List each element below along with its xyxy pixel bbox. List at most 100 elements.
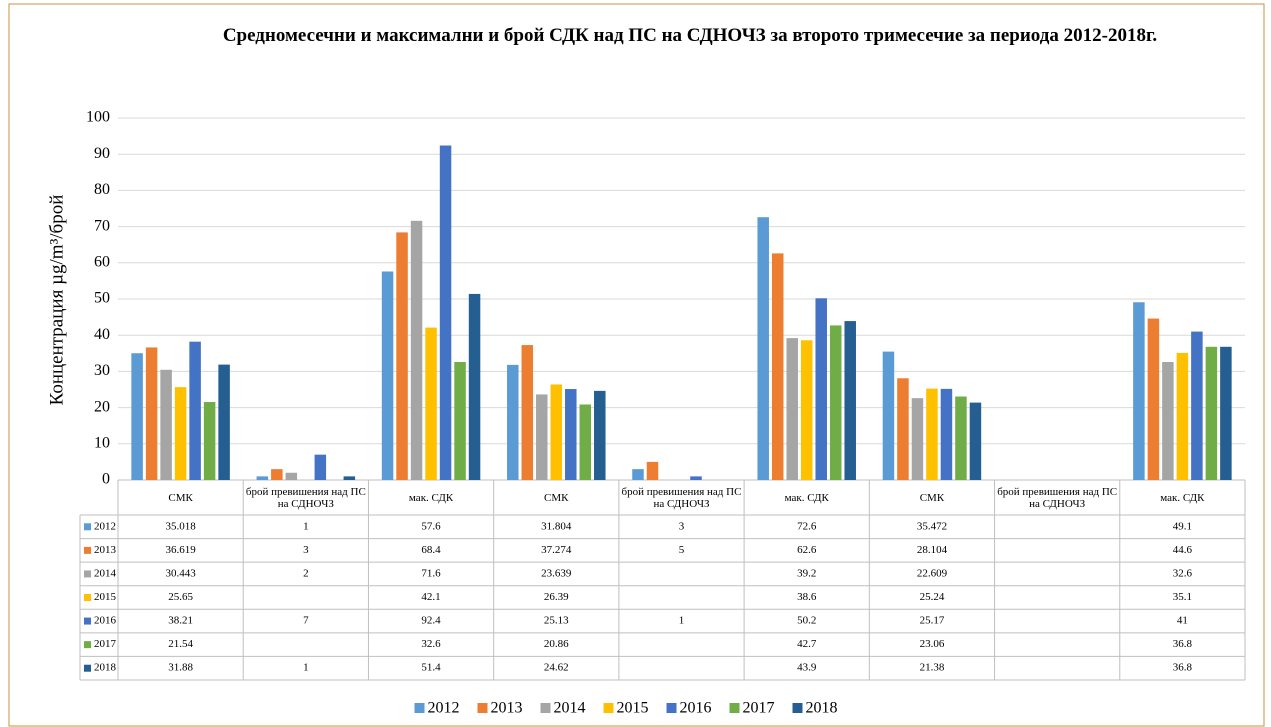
- y-tick-label: 10: [94, 434, 110, 451]
- table-legend-key: [84, 546, 91, 554]
- table-value: 50.2: [797, 615, 816, 627]
- category-cell: СМК: [919, 491, 945, 504]
- table-value: 35.1: [1173, 591, 1192, 603]
- table-value: 1: [303, 520, 309, 532]
- table-value: 71.6: [421, 567, 441, 579]
- bar: [565, 389, 577, 480]
- table-value: 23.639: [541, 567, 572, 579]
- bar: [131, 353, 143, 480]
- category-cell: брой превишения над ПС на СДНОЧЗ: [245, 485, 366, 510]
- bar: [174, 387, 187, 480]
- table-value: 43.9: [797, 662, 817, 674]
- legend-key: [540, 703, 551, 713]
- table-series-name: 2012: [94, 520, 116, 532]
- table-legend-key: [84, 617, 91, 625]
- y-tick-label: 80: [94, 181, 110, 198]
- legend-label: 2016: [680, 700, 712, 717]
- legend-label: 2012: [428, 700, 460, 717]
- table-value: 5: [679, 544, 685, 556]
- bar: [439, 145, 452, 480]
- bar: [911, 398, 924, 480]
- bar: [256, 476, 269, 480]
- bar: [897, 378, 909, 480]
- bar: [690, 476, 702, 480]
- x-tick-label: брой превишения над ПС на СДНОЧЗ: [245, 485, 366, 510]
- bar: [1133, 302, 1145, 480]
- bar: [940, 388, 953, 480]
- bar: [1191, 331, 1203, 480]
- category-cell: мак. СДК: [784, 491, 829, 504]
- x-tick-label: СМК: [919, 491, 945, 504]
- bar: [1176, 352, 1189, 480]
- table-value: 2: [303, 567, 309, 579]
- table-series-name: 2018: [94, 662, 117, 674]
- y-tick-label: 100: [86, 109, 110, 126]
- bar: [507, 364, 519, 480]
- table-value: 25.17: [920, 615, 945, 627]
- table-value: 35.018: [165, 520, 196, 532]
- table-value: 1: [303, 662, 309, 674]
- table-legend-key: [84, 523, 91, 531]
- y-axis-label: Концентрация µg/m³/брой: [46, 195, 67, 406]
- bar: [271, 469, 283, 480]
- table-series-name: 2014: [94, 567, 117, 579]
- table-series-name: 2013: [94, 544, 117, 556]
- table-value: 42.7: [797, 638, 817, 650]
- x-tick-label: мак. СДК: [784, 491, 829, 504]
- table-value: 32.6: [421, 638, 441, 650]
- bar: [844, 321, 856, 480]
- table-value: 26.39: [544, 591, 569, 603]
- bar: [594, 390, 606, 480]
- bar: [536, 394, 548, 480]
- bar: [646, 461, 659, 480]
- bar: [1162, 361, 1174, 480]
- bar: [550, 384, 563, 480]
- x-tick-label: СМК: [168, 491, 193, 504]
- bar: [285, 472, 298, 480]
- bar: [882, 351, 895, 480]
- x-tick-label: СМК: [544, 491, 569, 504]
- table-value: 31.88: [168, 662, 193, 674]
- chart-title: Средномесечни и максимални и брой СДК на…: [222, 25, 1158, 46]
- category-cell: мак. СДК: [1160, 492, 1204, 504]
- legend-key: [603, 703, 614, 713]
- legend-label: 2014: [554, 700, 586, 717]
- bar: [786, 338, 798, 480]
- bar: [314, 454, 327, 480]
- bar: [829, 325, 842, 480]
- bar: [800, 340, 813, 480]
- table-value: 72.6: [797, 520, 817, 532]
- bar: [815, 298, 827, 480]
- table-value: 25.65: [168, 591, 193, 603]
- table-value: 42.1: [421, 591, 440, 603]
- bar: [926, 388, 938, 480]
- bar: [1147, 318, 1160, 480]
- table-value: 36.619: [165, 544, 196, 556]
- category-cell: брой превишения над ПС на СДНОЧЗ: [997, 486, 1117, 510]
- title-box: Средномесечни и максимални и брой СДК на…: [222, 25, 1158, 46]
- table-value: 32.6: [1173, 567, 1193, 579]
- table-value: 22.609: [917, 567, 948, 579]
- bar: [955, 396, 967, 480]
- legend-key: [477, 703, 488, 713]
- bar: [969, 402, 982, 480]
- y-tick-label: 70: [94, 217, 110, 234]
- y-tick-label: 0: [102, 471, 110, 488]
- table-value: 44.6: [1173, 544, 1193, 556]
- table-value: 1: [679, 615, 685, 627]
- legend-label: 2013: [491, 700, 523, 717]
- bar: [410, 220, 423, 481]
- category-cell: мак. СДК: [409, 492, 453, 504]
- table-value: 41: [1177, 615, 1188, 627]
- table-value: 49.1: [1173, 520, 1192, 532]
- y-tick-label: 40: [94, 326, 110, 343]
- table-value: 68.4: [421, 544, 441, 556]
- table-value: 25.24: [920, 591, 945, 603]
- table-value: 39.2: [797, 567, 816, 579]
- table-value: 21.54: [168, 638, 193, 650]
- legend-key: [414, 703, 425, 713]
- table-value: 35.472: [917, 520, 947, 532]
- table-value: 36.8: [1173, 662, 1193, 674]
- legend-label: 2018: [806, 700, 838, 717]
